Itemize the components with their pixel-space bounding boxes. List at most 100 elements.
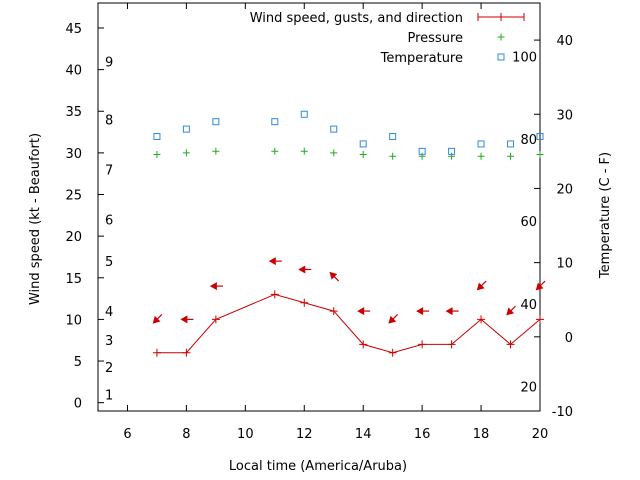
y2-tick-label: 0 (565, 331, 573, 346)
arrow-head (268, 257, 276, 266)
fahrenheit-label: 20 (520, 381, 537, 396)
wind-direction-arrow (329, 271, 340, 282)
temperature-point (418, 147, 426, 155)
temperature-point (212, 118, 220, 126)
temperature-point (359, 140, 367, 148)
arrow-head (152, 315, 161, 324)
pressure-point (389, 152, 397, 160)
wind-speed-point (359, 340, 368, 349)
wind-direction-arrow (445, 307, 459, 316)
pressure-point (507, 152, 515, 160)
y-tick-label: 30 (65, 147, 82, 162)
wind-direction-arrow (388, 314, 399, 324)
chart-legend: Wind speed, gusts, and direction Pressure… (250, 11, 525, 66)
y-tick-label: 45 (65, 22, 82, 37)
wind-speed-point (536, 315, 544, 324)
arrow-head (209, 282, 217, 291)
pressure-point (271, 147, 279, 155)
wind-speed-point (388, 348, 397, 357)
beaufort-label: 4 (105, 305, 113, 320)
arrow-head (416, 307, 424, 316)
temperature-point (153, 133, 161, 141)
y2-tick-label: -10 (552, 405, 573, 420)
legend-label: Pressure (407, 31, 463, 46)
wind-speed-point (477, 315, 486, 324)
wind-direction-arrow (180, 315, 194, 324)
x-tick-label: 8 (182, 427, 190, 442)
arrow-head (445, 307, 453, 316)
x-tick-label: 14 (355, 427, 372, 442)
arrow-head (535, 282, 544, 291)
temperature-point (448, 147, 456, 155)
wind-speed-point (418, 340, 427, 349)
arrow-head (180, 315, 188, 324)
arrow-head (476, 282, 485, 291)
chart-axes: 6 8 10 12 14 16 18 20051015202530354045-1001020… (65, 2, 573, 442)
wind-direction-arrow (298, 265, 312, 274)
wind-direction-arrow (152, 314, 163, 324)
temperature-point (300, 110, 308, 118)
beaufort-label: 5 (105, 255, 113, 270)
fahrenheit-label: 80 (520, 133, 537, 148)
y2-tick-label: 20 (556, 182, 573, 197)
y-tick-label: 35 (65, 105, 82, 120)
pressure-point (359, 151, 367, 159)
wind-speed-point (447, 340, 456, 349)
arrow-head (329, 271, 338, 280)
legend-label: Temperature (380, 51, 463, 66)
beaufort-label: 7 (105, 164, 113, 179)
pressure-point (212, 147, 220, 155)
beaufort-label: 2 (105, 361, 113, 376)
legend-square-sample (497, 53, 505, 61)
temperature-point (536, 133, 544, 141)
wind-speed-point (211, 315, 220, 324)
plot-frame (97, 2, 541, 412)
temperature-point (330, 125, 338, 133)
wind-speed-point (182, 348, 191, 357)
pressure-point (330, 149, 338, 157)
chart-marks (152, 110, 546, 357)
wind-direction-arrow (535, 280, 546, 291)
wind-speed-point (270, 290, 279, 299)
wind-direction-arrow (357, 307, 371, 316)
y-axis-label: Wind speed (kt - Beaufort) (28, 133, 43, 305)
wind-direction-arrow (209, 282, 223, 291)
fahrenheit-label: 60 (520, 215, 537, 230)
x-tick-label: 16 (414, 427, 431, 442)
temperature-point (271, 118, 279, 126)
x-tick-label: 20 (532, 427, 549, 442)
legend-line-ticks (477, 13, 525, 21)
wind-speed-point (506, 340, 515, 349)
x-tick-label: 18 (473, 427, 490, 442)
wind-speed-point (300, 298, 309, 307)
legend-label: Wind speed, gusts, and direction (250, 11, 463, 26)
x-tick-label: 12 (296, 427, 313, 442)
wind-direction-arrow (416, 307, 430, 316)
arrow-head (506, 307, 515, 316)
beaufort-label: 9 (105, 55, 113, 70)
y2-axis-label: Temperature (C - F) (598, 152, 613, 279)
x-axis-label: Local time (America/Aruba) (229, 459, 407, 474)
wind-speed-point (152, 348, 161, 357)
wind-direction-arrow (476, 280, 487, 291)
x-tick-label: 6 (123, 427, 131, 442)
x-tick-label: 10 (237, 427, 254, 442)
y-tick-label: 25 (65, 189, 82, 204)
fahrenheit-label: 100 (512, 50, 537, 65)
y-tick-label: 20 (65, 230, 82, 245)
pressure-point (300, 147, 308, 155)
temperature-point (389, 133, 397, 141)
pressure-point (182, 149, 190, 157)
y2-tick-label: 40 (556, 34, 573, 49)
beaufort-label: 8 (105, 114, 113, 129)
wind-direction-arrow (506, 305, 516, 316)
y2-tick-label: 10 (556, 257, 573, 272)
fahrenheit-label: 40 (520, 298, 537, 313)
beaufort-label: 1 (105, 388, 113, 403)
temperature-point (507, 140, 515, 148)
y-tick-label: 0 (74, 397, 82, 412)
pressure-point (153, 151, 161, 159)
y-tick-label: 40 (65, 64, 82, 79)
